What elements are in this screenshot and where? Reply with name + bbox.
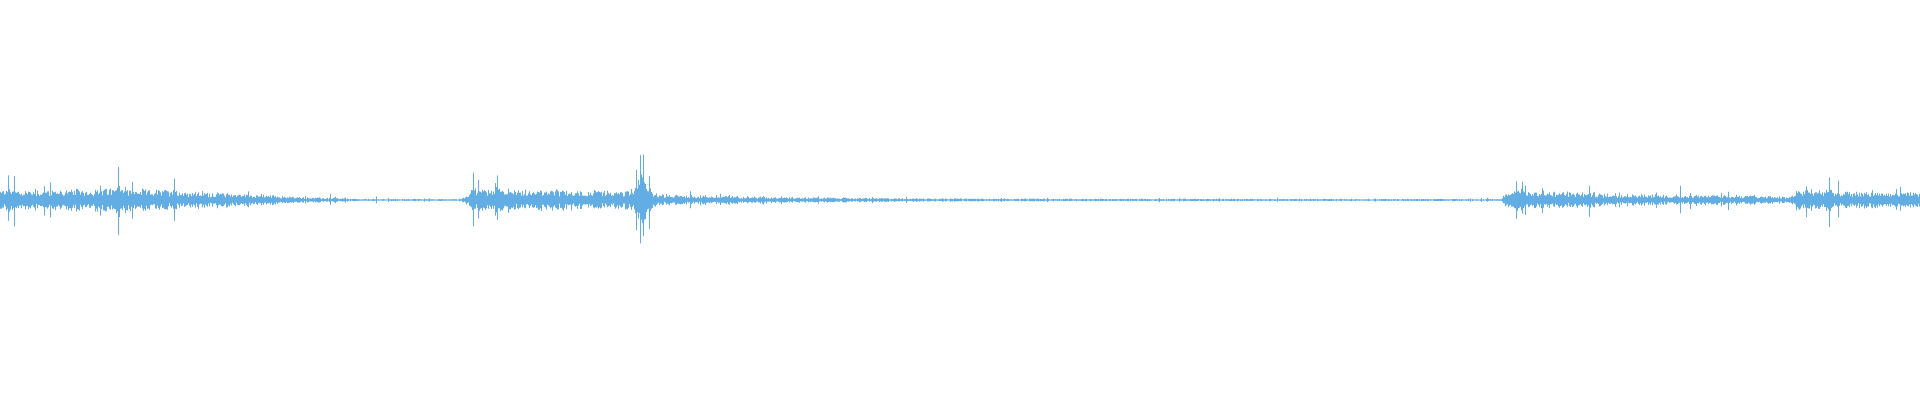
waveform-signal [0, 154, 1920, 244]
